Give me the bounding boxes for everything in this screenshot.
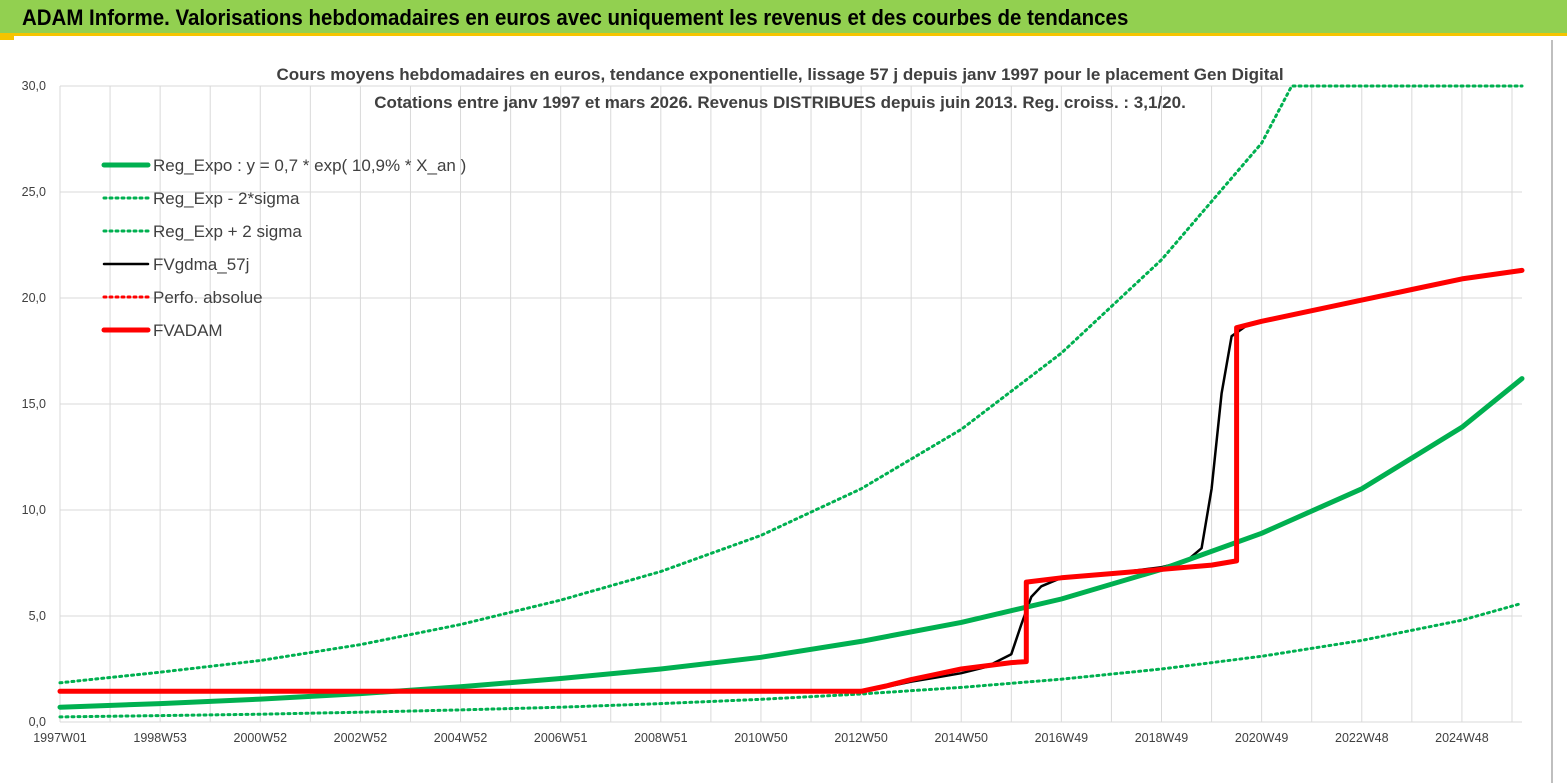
y-axis-ticks: 0,0 5,0 10,0 15,0 20,0 25,0 30,0 — [22, 79, 46, 729]
chart-series — [57, 84, 1525, 719]
x-tick-label: 2010W50 — [734, 731, 788, 745]
x-tick-label: 2004W52 — [434, 731, 488, 745]
series-line — [58, 84, 1524, 685]
chart-grid — [59, 85, 1522, 723]
y-tick-label: 5,0 — [29, 609, 46, 623]
frame-right-border — [1551, 40, 1565, 783]
line-chart: 0,0 5,0 10,0 15,0 20,0 25,0 30,0 1997W01 1998W5… — [22, 65, 1525, 745]
y-tick-label: 20,0 — [22, 291, 46, 305]
legend-label: Reg_Expo : y = 0,7 * exp( 10,9% * X_an ) — [153, 156, 466, 175]
y-tick-label: 15,0 — [22, 397, 46, 411]
x-tick-label: 2008W51 — [634, 731, 688, 745]
x-tick-label: 2022W48 — [1335, 731, 1389, 745]
legend-label: Reg_Exp + 2 sigma — [153, 222, 302, 241]
series-line — [58, 269, 1524, 693]
chart-title: Cours moyens hebdomadaires en euros, ten… — [276, 65, 1283, 84]
series-line — [57, 267, 1525, 694]
legend-label: FVADAM — [153, 321, 223, 340]
legend-label: Perfo. absolue — [153, 288, 263, 307]
x-tick-label: 2024W48 — [1435, 731, 1489, 745]
series-line — [58, 601, 1524, 719]
frame-corner — [0, 36, 14, 40]
x-tick-label: 2018W49 — [1135, 731, 1189, 745]
x-tick-label: 2006W51 — [534, 731, 588, 745]
chart-legend: Reg_Expo : y = 0,7 * exp( 10,9% * X_an )… — [101, 156, 466, 340]
x-tick-label: 1997W01 — [33, 731, 87, 745]
report-title: ADAM Informe. Valorisations hebdomadaire… — [22, 5, 1129, 30]
x-axis-ticks: 1997W01 1998W53 2000W52 2002W52 2004W52 2006W… — [33, 731, 1488, 745]
x-tick-label: 2012W50 — [834, 731, 888, 745]
chart-subtitle: Cotations entre janv 1997 et mars 2026. … — [374, 93, 1186, 112]
y-tick-label: 30,0 — [22, 79, 46, 93]
x-tick-label: 2000W52 — [234, 731, 288, 745]
x-tick-label: 2014W50 — [934, 731, 988, 745]
y-tick-label: 25,0 — [22, 185, 46, 199]
x-tick-label: 2016W49 — [1035, 731, 1089, 745]
x-tick-label: 2020W49 — [1235, 731, 1289, 745]
legend-label: Reg_Exp - 2*sigma — [153, 189, 300, 208]
y-tick-label: 0,0 — [29, 715, 46, 729]
y-tick-label: 10,0 — [22, 503, 46, 517]
x-tick-label: 2002W52 — [334, 731, 388, 745]
legend-label: FVgdma_57j — [153, 255, 249, 274]
series-line — [57, 376, 1525, 710]
report-header-banner: ADAM Informe. Valorisations hebdomadaire… — [0, 0, 1567, 36]
x-tick-label: 1998W53 — [133, 731, 187, 745]
